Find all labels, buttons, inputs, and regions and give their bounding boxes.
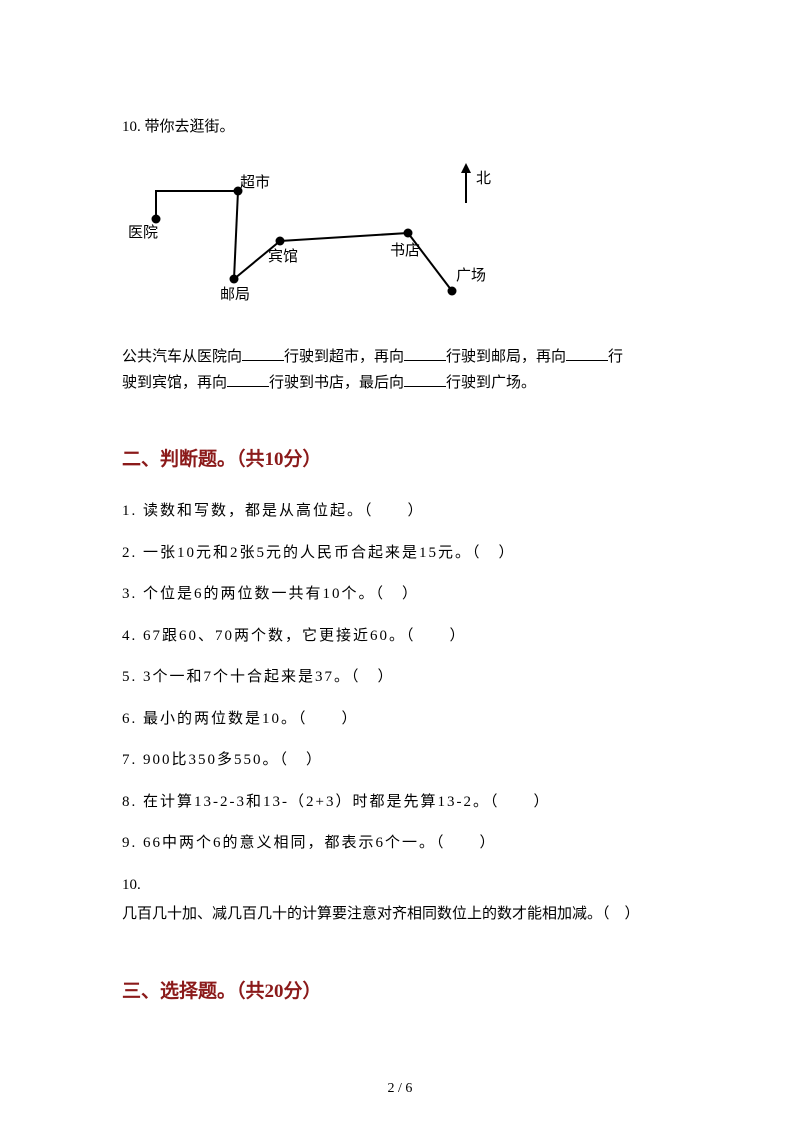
map-diagram: 医院 超市邮局 宾馆 书店广场 北 xyxy=(122,157,502,327)
blank-2[interactable] xyxy=(404,345,446,361)
svg-text:宾馆: 宾馆 xyxy=(268,248,298,265)
judge-item-7: 7. 900比350多550。（ ） xyxy=(122,748,678,774)
q10-title: 带你去逛街。 xyxy=(145,119,235,135)
q10-header: 10. 带你去逛街。 xyxy=(122,115,678,139)
judge-item-2: 2. 一张10元和2张5元的人民币合起来是15元。（ ） xyxy=(122,541,678,567)
blank-1[interactable] xyxy=(242,345,284,361)
q10-fill-text: 公共汽车从医院向行驶到超市，再向行驶到邮局，再向行驶到宾馆，再向行驶到书店，最后… xyxy=(122,345,678,396)
svg-text:超市: 超市 xyxy=(240,174,270,191)
judge-item-3: 3. 个位是6的两位数一共有10个。（ ） xyxy=(122,582,678,608)
judge-item-1: 1. 读数和写数，都是从高位起。（ ） xyxy=(122,499,678,525)
svg-text:医院: 医院 xyxy=(128,223,158,241)
judge-item-6: 6. 最小的两位数是10。（ ） xyxy=(122,707,678,733)
judge-item-9: 9. 66中两个6的意义相同，都表示6个一。（ ） xyxy=(122,831,678,857)
judge-item-10-text: 几百几十加、减几百几十的计算要注意对齐相同数位上的数才能相加减。（ ） xyxy=(122,902,678,928)
blank-4[interactable] xyxy=(227,371,269,387)
svg-text:书店: 书店 xyxy=(390,242,420,259)
page-number: 2 / 6 xyxy=(0,1081,800,1097)
judge-item-8: 8. 在计算13-2-3和13-（2+3）时都是先算13-2。（ ） xyxy=(122,790,678,816)
judge-item-4: 4. 67跟60、70两个数，它更接近60。（ ） xyxy=(122,624,678,650)
svg-text:北: 北 xyxy=(476,170,491,187)
blank-5[interactable] xyxy=(404,371,446,387)
svg-text:广场: 广场 xyxy=(456,267,486,284)
svg-text:邮局: 邮局 xyxy=(220,286,250,303)
section-3-heading: 三、选择题。（共20分） xyxy=(122,976,678,1003)
q10-number: 10. xyxy=(122,119,141,135)
judge-item-5: 5. 3个一和7个十合起来是37。（ ） xyxy=(122,665,678,691)
section-2-heading: 二、判断题。（共10分） xyxy=(122,444,678,471)
judge-item-10: 10. xyxy=(122,873,678,899)
blank-3[interactable] xyxy=(566,345,608,361)
